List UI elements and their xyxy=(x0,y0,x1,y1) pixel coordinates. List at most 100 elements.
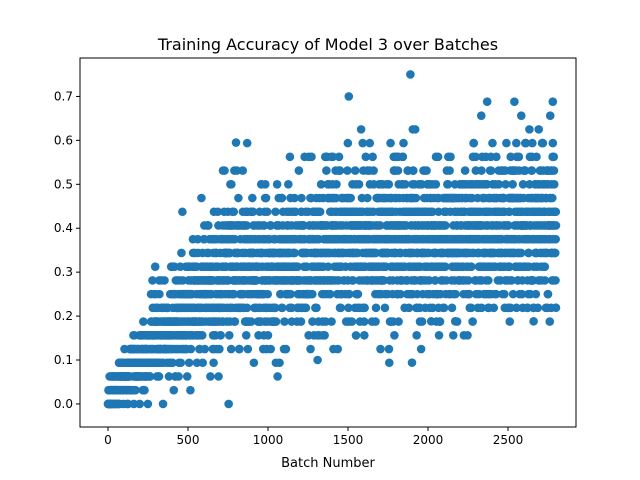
data-point xyxy=(266,344,276,354)
data-point xyxy=(315,207,325,217)
data-point xyxy=(430,276,440,285)
data-point xyxy=(184,358,194,368)
data-point xyxy=(500,289,509,299)
data-point xyxy=(551,303,561,313)
data-point xyxy=(435,317,445,326)
data-point xyxy=(506,303,515,313)
data-point xyxy=(325,289,335,299)
data-point xyxy=(505,317,515,326)
data-point xyxy=(410,125,420,134)
data-point xyxy=(533,303,543,313)
data-point xyxy=(549,152,559,162)
data-point xyxy=(443,179,453,189)
data-point xyxy=(263,289,272,299)
data-point xyxy=(384,358,394,368)
data-point xyxy=(428,207,437,217)
data-point xyxy=(548,193,557,203)
data-point xyxy=(293,262,303,271)
data-point xyxy=(336,303,346,313)
data-point xyxy=(488,138,497,148)
data-point xyxy=(501,179,510,189)
y-tick-label: 0.5 xyxy=(54,177,73,191)
x-tick-label: 2500 xyxy=(493,433,524,447)
data-point xyxy=(463,331,472,340)
data-point xyxy=(476,111,486,120)
data-point xyxy=(360,331,369,340)
data-point xyxy=(411,193,421,203)
data-point xyxy=(140,385,149,395)
data-point xyxy=(416,344,426,354)
data-point xyxy=(477,303,486,313)
data-point xyxy=(139,317,148,326)
data-point xyxy=(143,399,153,409)
data-point xyxy=(386,138,395,148)
data-point xyxy=(242,221,252,230)
data-point xyxy=(394,317,403,326)
data-point xyxy=(371,303,381,313)
x-tick-label: 1000 xyxy=(253,433,284,447)
data-point xyxy=(249,358,259,368)
data-point xyxy=(344,289,354,299)
data-point xyxy=(486,166,496,175)
data-point xyxy=(182,372,192,381)
data-point xyxy=(441,221,450,230)
data-point xyxy=(504,221,513,230)
data-point xyxy=(241,331,251,340)
data-point xyxy=(508,179,517,189)
data-point xyxy=(186,344,196,354)
data-point xyxy=(360,303,369,313)
data-point xyxy=(524,248,533,258)
data-point xyxy=(174,372,183,381)
data-point xyxy=(534,125,544,134)
x-tick-label: 0 xyxy=(104,433,112,447)
data-point xyxy=(135,399,144,409)
data-point xyxy=(334,152,344,162)
data-point xyxy=(229,207,239,217)
data-point xyxy=(426,317,436,326)
data-point xyxy=(294,166,304,175)
data-point xyxy=(375,221,385,230)
data-point xyxy=(516,111,526,120)
data-point xyxy=(177,248,186,258)
data-point xyxy=(150,262,160,271)
data-point xyxy=(204,221,213,230)
data-point xyxy=(514,152,524,162)
data-point xyxy=(158,399,168,409)
data-point xyxy=(464,276,473,285)
data-point xyxy=(359,317,369,326)
data-point xyxy=(242,138,252,148)
data-point xyxy=(284,179,293,189)
data-point xyxy=(186,385,195,395)
data-point xyxy=(379,276,389,285)
data-point xyxy=(178,207,187,217)
data-point xyxy=(368,152,377,162)
data-point xyxy=(229,289,239,299)
data-point xyxy=(351,331,361,340)
data-point xyxy=(469,138,479,148)
data-point xyxy=(230,317,240,326)
data-point xyxy=(471,152,480,162)
data-point xyxy=(169,385,179,395)
data-point xyxy=(489,303,499,313)
x-axis: 0 500 1000 1500 2000 2500 xyxy=(104,427,523,447)
data-point xyxy=(154,372,164,381)
data-point xyxy=(548,97,558,107)
data-point xyxy=(242,303,252,313)
data-point xyxy=(527,166,537,175)
data-point xyxy=(226,344,236,354)
y-tick-label: 0.6 xyxy=(54,133,73,147)
data-point xyxy=(263,331,273,340)
data-point xyxy=(525,125,534,134)
data-point xyxy=(354,179,364,189)
data-point xyxy=(400,179,410,189)
plot-frame xyxy=(79,57,577,428)
data-point xyxy=(506,152,516,162)
data-point xyxy=(322,166,331,175)
data-point xyxy=(209,358,218,368)
data-point xyxy=(491,289,501,299)
y-tick-label: 0.0 xyxy=(54,397,73,411)
data-point xyxy=(320,331,329,340)
y-tick-label: 0.3 xyxy=(54,265,73,279)
data-point xyxy=(520,166,530,175)
